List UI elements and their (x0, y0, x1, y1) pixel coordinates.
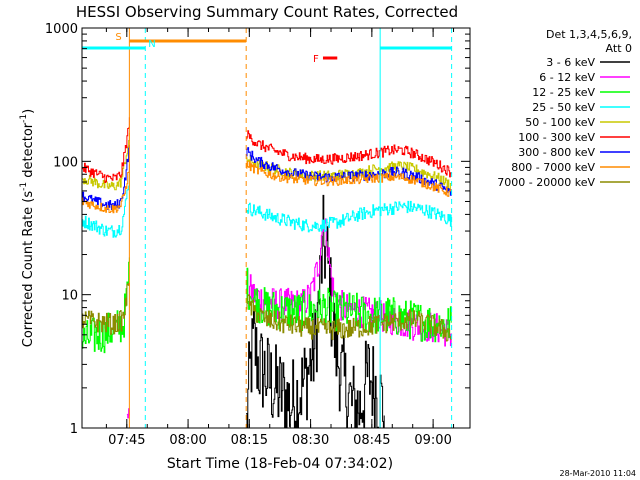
flag-layer: S N F (82, 28, 453, 428)
y-axis-label-b: -1 (19, 182, 29, 191)
legend-entry-label-8: 7000 - 20000 keV (497, 176, 595, 189)
y-axis-label-e: ) (21, 109, 36, 114)
y-tick-label-0: 1 (70, 422, 78, 437)
series-800-7000-kev-segment-0 (82, 164, 130, 214)
series-800-7000-kev-segment-1 (246, 161, 452, 197)
y-tick-label-2: 100 (53, 155, 78, 170)
legend-header-attenuator: Att 0 (606, 42, 632, 55)
series-100-300-kev-segment-1 (246, 130, 452, 178)
flag-label-F: F (313, 54, 319, 65)
x-tick-label-5: 09:00 (414, 433, 451, 448)
series-25-50-kev-segment-1 (246, 200, 452, 233)
legend-header-detectors: Det 1,3,4,5,6,9, (546, 28, 632, 41)
y-axis-label-c: detector (21, 122, 36, 182)
legend-entry-label-1: 6 - 12 keV (539, 71, 595, 84)
footer-timestamp: 28-Mar-2010 11:04 (560, 469, 637, 478)
x-tick-label-1: 08:00 (169, 433, 206, 448)
y-tick-label-1: 10 (61, 289, 78, 304)
legend-entry-label-0: 3 - 6 keV (546, 56, 595, 69)
legend-entry-label-6: 300 - 800 keV (518, 146, 595, 159)
x-axis-label: Start Time (18-Feb-04 07:34:02) (167, 456, 393, 472)
legend-entry-label-4: 50 - 100 keV (525, 116, 595, 129)
plot-frame (81, 27, 471, 429)
series-100-300-kev-segment-0 (82, 117, 130, 183)
legend-entry-label-7: 800 - 7000 keV (511, 161, 595, 174)
x-tick-label-2: 08:15 (231, 433, 268, 448)
series-12-25-kev-segment-0 (82, 257, 130, 354)
flag-label-N: N (148, 39, 155, 50)
x-tick-label-4: 08:45 (353, 433, 390, 448)
legend-entry-label-5: 100 - 300 keV (518, 131, 595, 144)
chart-title: HESSI Observing Summary Count Rates, Cor… (76, 3, 458, 21)
legend-entry-label-3: 25 - 50 keV (532, 101, 595, 114)
legend-entries: 3 - 6 keV 6 - 12 keV 12 - 25 keV 25 - 50 ke… (497, 56, 630, 189)
series-layer (82, 117, 452, 429)
x-tick-label-3: 08:30 (292, 433, 329, 448)
series-7000-20000-kev-segment-1 (246, 294, 452, 342)
legend: Det 1,3,4,5,6,9, Att 0 3 - 6 keV 6 - 12 k… (497, 28, 632, 189)
flag-label-S: S (115, 32, 121, 43)
series-25-50-kev-segment-0 (82, 171, 130, 238)
y-axis-label: Corrected Count Rate (s-1 detector-1) (19, 109, 36, 347)
y-axis-label-a: Corrected Count Rate (s (21, 191, 36, 348)
legend-entry-label-2: 12 - 25 keV (532, 86, 595, 99)
y-tick-label-3: 1000 (45, 22, 78, 37)
y-axis-label-d: -1 (19, 114, 29, 123)
x-tick-label-0: 07:45 (108, 433, 145, 448)
axis-layer: 07:45 08:00 08:15 08:30 08:45 09:00 1 10 100 1000 (45, 22, 470, 448)
series-7000-20000-kev-segment-0 (82, 282, 130, 335)
